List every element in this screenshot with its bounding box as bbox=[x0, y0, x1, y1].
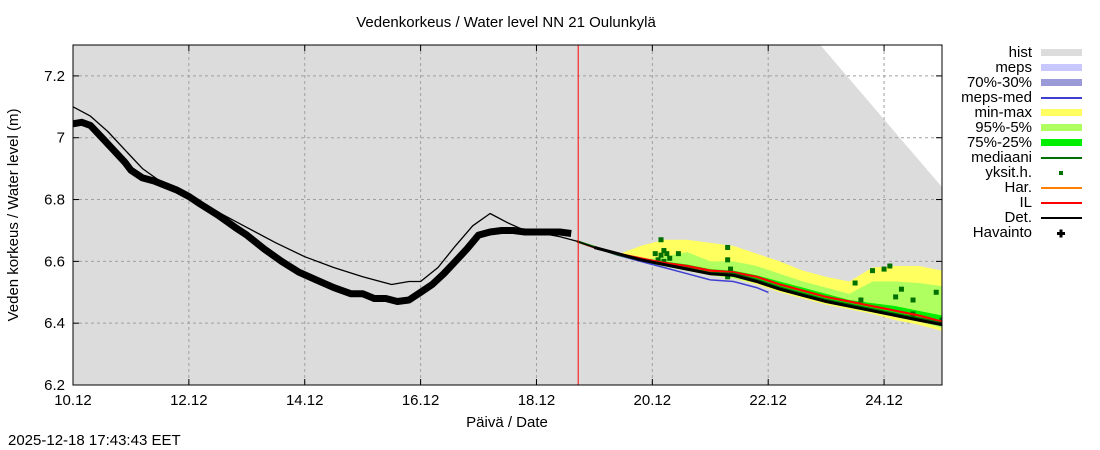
yksit-point bbox=[858, 297, 864, 303]
legend-swatch-p95_5 bbox=[1041, 124, 1082, 131]
legend-swatch-havainto-v bbox=[1059, 229, 1063, 238]
legend-label-havainto: Havainto bbox=[973, 224, 1032, 241]
yksit-point bbox=[661, 248, 667, 254]
legend: histmeps70%-30%meps-medmin-max95%-5%75%-… bbox=[961, 44, 1082, 241]
yksit-point bbox=[658, 252, 664, 258]
legend-label-har: Har. bbox=[1004, 179, 1032, 196]
x-tick-label: 14.12 bbox=[286, 392, 324, 409]
plot-content bbox=[73, 45, 942, 385]
legend-label-hist: hist bbox=[1009, 44, 1033, 61]
yksit-point bbox=[655, 257, 661, 263]
yksit-point bbox=[939, 317, 942, 323]
x-tick-label: 20.12 bbox=[634, 392, 672, 409]
yksit-point bbox=[869, 268, 875, 274]
yksit-point bbox=[898, 286, 904, 292]
yksit-point bbox=[725, 274, 731, 280]
y-tick-label: 6.2 bbox=[44, 377, 65, 394]
yksit-point bbox=[910, 297, 916, 303]
series-det-forecast bbox=[594, 246, 942, 327]
yksit-point bbox=[728, 266, 734, 272]
yksit-point bbox=[893, 294, 899, 300]
legend-swatch-meps bbox=[1041, 64, 1082, 71]
legend-swatch-p75_25 bbox=[1041, 139, 1082, 146]
x-axis: 10.12 12.12 14.12 16.12 18.12 20.12 22.12 24.12 bbox=[54, 45, 903, 409]
legend-swatch-minmax bbox=[1041, 109, 1082, 116]
timestamp: 2025-12-18 17:43:43 EET bbox=[8, 432, 181, 449]
hist-band bbox=[73, 45, 942, 385]
x-tick-label: 24.12 bbox=[865, 392, 903, 409]
yksit-point bbox=[881, 266, 887, 272]
legend-swatch-yksit bbox=[1059, 171, 1063, 175]
y-tick-label: 6.4 bbox=[44, 315, 65, 332]
yksit-point bbox=[652, 251, 658, 257]
y-axis: 6.2 6.4 6.6 6.8 7 7.2 bbox=[44, 68, 942, 394]
legend-label-il: IL bbox=[1019, 194, 1032, 211]
x-tick-label: 22.12 bbox=[749, 392, 787, 409]
yksit-point bbox=[887, 263, 893, 269]
legend-label-mediaani: mediaani bbox=[971, 149, 1032, 166]
x-axis-label: Päivä / Date bbox=[466, 414, 548, 431]
legend-label-p95_5: 95%-5% bbox=[975, 119, 1032, 136]
x-tick-label: 12.12 bbox=[170, 392, 208, 409]
yksit-point bbox=[852, 280, 858, 286]
yksit-point bbox=[661, 258, 667, 264]
x-tick-label: 10.12 bbox=[54, 392, 92, 409]
series-havainto bbox=[73, 118, 572, 305]
y-tick-label: 7 bbox=[57, 130, 65, 147]
legend-label-det: Det. bbox=[1004, 209, 1032, 226]
legend-label-meps_med: meps-med bbox=[961, 89, 1032, 106]
legend-label-yksit: yksit.h. bbox=[985, 164, 1032, 181]
y-axis-label: Veden korkeus / Water level (m) bbox=[5, 109, 22, 322]
x-tick-label: 16.12 bbox=[402, 392, 440, 409]
legend-label-p75_25: 75%-25% bbox=[967, 134, 1032, 151]
legend-label-meps: meps bbox=[995, 59, 1032, 76]
y-tick-label: 7.2 bbox=[44, 68, 65, 85]
y-tick-label: 6.8 bbox=[44, 192, 65, 209]
legend-swatch-p70_30 bbox=[1041, 79, 1082, 86]
legend-swatch-hist bbox=[1041, 49, 1082, 56]
y-tick-label: 6.6 bbox=[44, 253, 65, 270]
legend-label-minmax: min-max bbox=[974, 104, 1032, 121]
legend-label-p70_30: 70%-30% bbox=[967, 74, 1032, 91]
yksit-point bbox=[725, 244, 731, 250]
yksit-point bbox=[658, 237, 664, 243]
yksit-point bbox=[675, 251, 681, 257]
plot-frame bbox=[72, 44, 943, 386]
x-tick-label: 18.12 bbox=[518, 392, 556, 409]
yksit-point bbox=[725, 257, 731, 263]
yksit-point bbox=[667, 255, 673, 261]
yksit-point bbox=[664, 251, 670, 257]
plot-area bbox=[72, 44, 943, 386]
chart-title: Vedenkorkeus / Water level NN 21 Oulunky… bbox=[356, 14, 656, 31]
yksit-point bbox=[933, 289, 939, 295]
